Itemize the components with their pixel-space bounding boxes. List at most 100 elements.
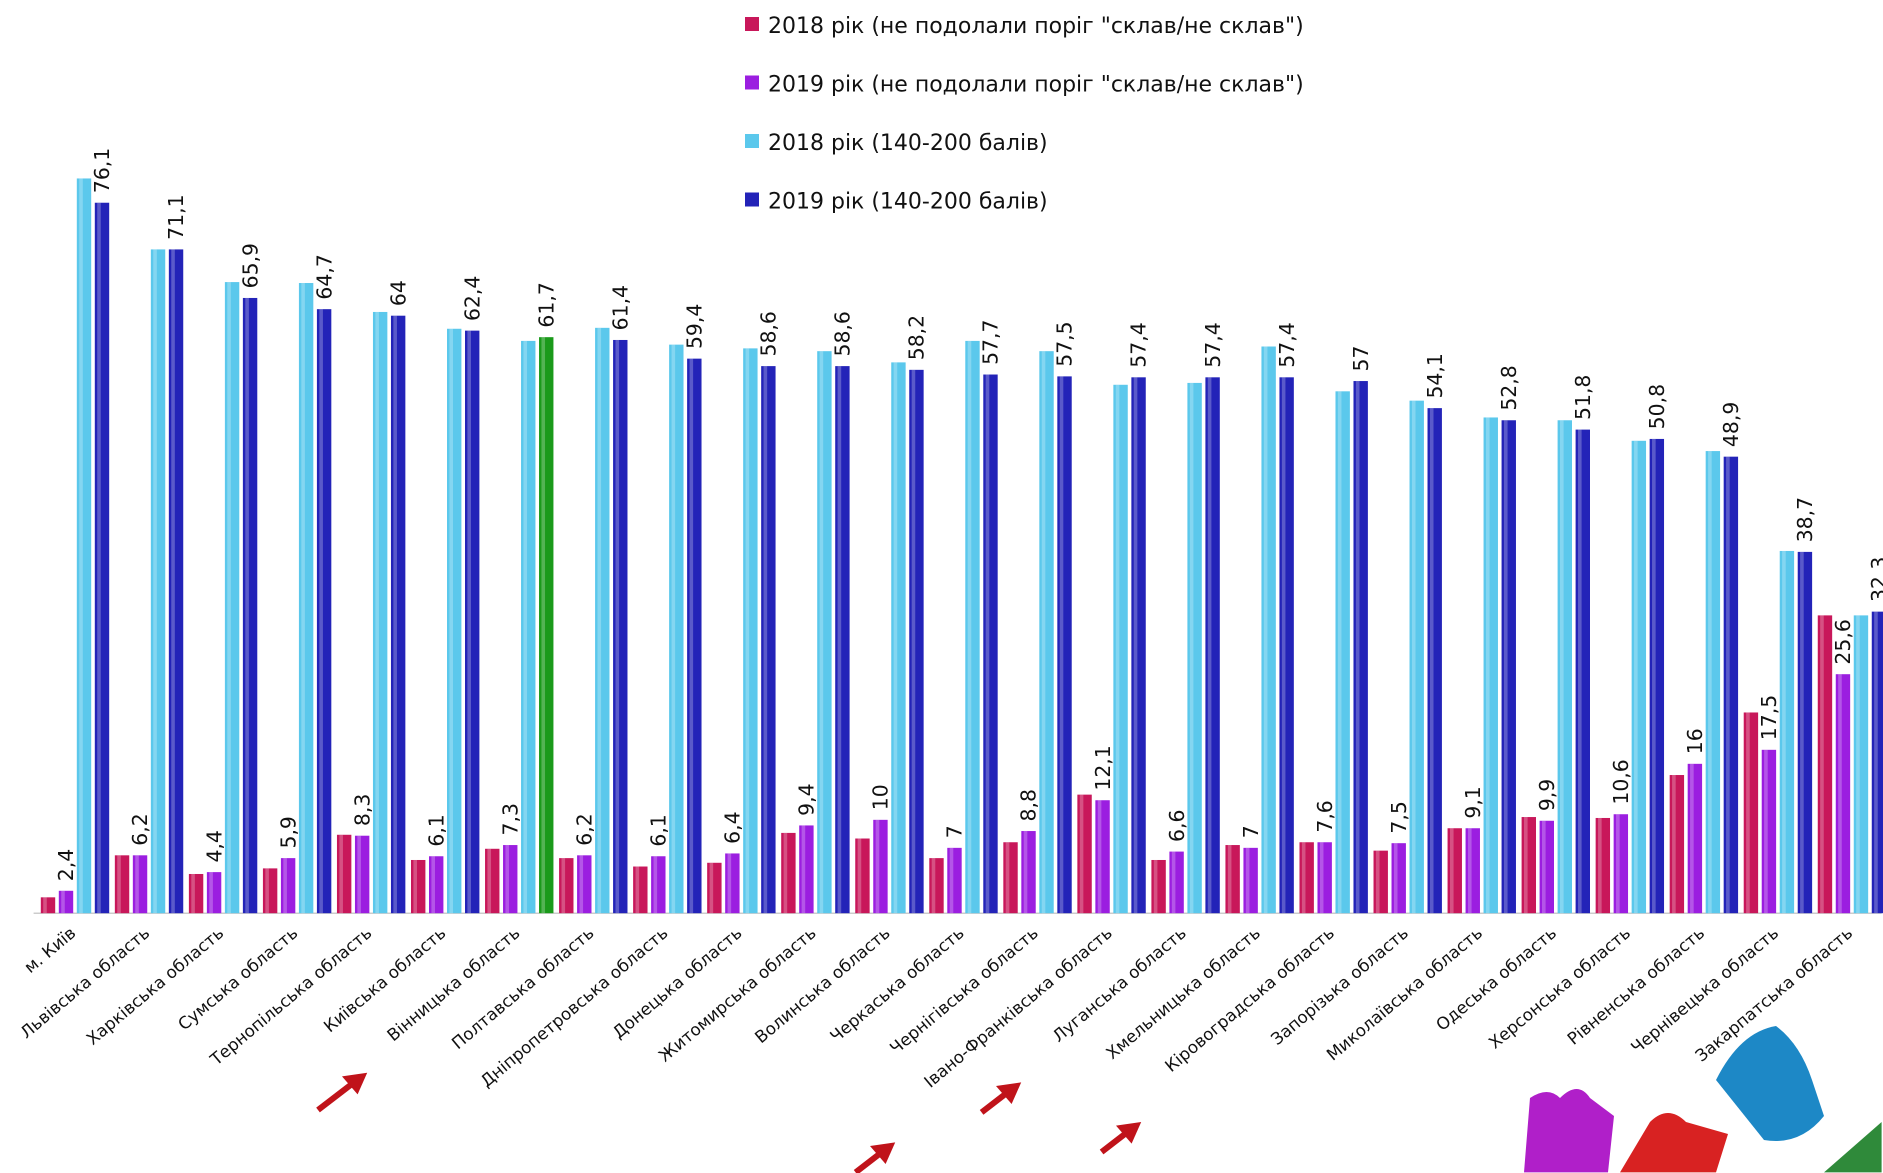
bar <box>1575 429 1591 914</box>
bar <box>1131 377 1146 914</box>
bar <box>1539 820 1555 914</box>
bar-shine <box>1227 845 1232 914</box>
bar-shine <box>579 855 584 914</box>
bar <box>1335 391 1350 914</box>
bar-shine <box>265 868 269 914</box>
bar-shine <box>1411 400 1416 914</box>
x-tick-label: Луганська область <box>1048 923 1190 1046</box>
bar <box>1113 384 1128 914</box>
bar-shine <box>245 297 249 914</box>
bar-shine <box>1856 615 1860 914</box>
bar-shine <box>1764 749 1768 914</box>
bar <box>94 202 110 914</box>
bar <box>1039 351 1054 914</box>
bar <box>1761 749 1777 914</box>
legend-label: 2018 рік (140-200 балів) <box>768 131 1048 156</box>
bar <box>1409 400 1424 914</box>
bar-shine <box>1059 376 1064 914</box>
bar <box>669 344 684 914</box>
bar <box>539 337 554 914</box>
value-label: 6,6 <box>1165 810 1189 842</box>
bar <box>855 838 870 914</box>
value-label: 9,1 <box>1461 786 1485 818</box>
bar <box>1649 438 1665 914</box>
bar <box>1427 408 1442 914</box>
bar <box>1871 611 1883 914</box>
value-label: 7,3 <box>498 803 522 835</box>
bar <box>1779 550 1795 914</box>
value-label: 48,9 <box>1719 402 1743 447</box>
value-label: 7,5 <box>1387 801 1411 833</box>
bar-shine <box>1263 346 1268 914</box>
legend-swatch <box>745 134 759 148</box>
value-label: 6,2 <box>572 813 596 845</box>
bar-shine <box>1652 438 1656 914</box>
value-label: 57 <box>1349 345 1373 371</box>
bar-shine <box>875 819 880 914</box>
bar-shine <box>1800 551 1804 914</box>
legend-label: 2018 рік (не подолали поріг "склав/не ск… <box>768 14 1304 39</box>
bar-shine <box>1746 712 1750 914</box>
bar <box>947 847 962 914</box>
bar <box>1705 451 1721 914</box>
bar-shine <box>1726 456 1730 914</box>
value-label: 9,4 <box>795 783 819 815</box>
bar-shine <box>1690 763 1694 914</box>
bar-shine <box>615 339 620 914</box>
x-tick-label: Чернігівська область <box>886 923 1042 1059</box>
bar <box>1243 847 1258 914</box>
x-tick-label: Київська область <box>320 923 450 1037</box>
bar <box>316 309 332 914</box>
bar-shine <box>597 327 602 914</box>
bar-shine <box>61 890 65 914</box>
bar <box>1057 376 1072 914</box>
value-label: 16 <box>1683 728 1707 754</box>
bar <box>1169 851 1184 914</box>
value-label: 57,4 <box>1201 322 1225 367</box>
bar <box>983 374 998 914</box>
bar-shine <box>689 358 694 914</box>
bar <box>891 362 906 914</box>
bar-shine <box>319 309 323 914</box>
bar-shine <box>1560 420 1564 914</box>
bar <box>1187 382 1202 914</box>
x-tick-label: Вінницька область <box>383 923 524 1046</box>
value-label: 61,4 <box>608 285 632 330</box>
bar <box>761 366 776 914</box>
bar <box>725 853 740 914</box>
bar-shine <box>1337 391 1342 914</box>
bar-shine <box>283 858 287 914</box>
bar-shine <box>1838 674 1842 914</box>
value-label: 7 <box>943 825 967 838</box>
value-label: 6,4 <box>721 811 745 843</box>
legend-label: 2019 рік (не подолали поріг "склав/не ск… <box>768 73 1304 98</box>
value-label: 2,4 <box>54 849 78 881</box>
bar <box>298 283 314 914</box>
bar <box>1817 615 1833 914</box>
bar-shine <box>967 340 972 914</box>
bar <box>429 856 444 914</box>
bar <box>242 297 258 914</box>
value-label: 6,2 <box>128 813 152 845</box>
bar <box>521 340 536 914</box>
bar-shine <box>819 351 824 914</box>
value-label: 17,5 <box>1757 695 1781 740</box>
bar-shine <box>1355 381 1360 914</box>
bar <box>1205 377 1220 914</box>
value-label: 10 <box>869 784 893 810</box>
bar-shine <box>1189 382 1194 914</box>
bar <box>168 249 184 914</box>
value-label: 25,6 <box>1831 619 1855 664</box>
value-label: 61,7 <box>534 282 558 327</box>
bar <box>817 351 832 914</box>
value-label: 54,1 <box>1423 353 1447 398</box>
legend: 2018 рік (не подолали поріг "склав/не ск… <box>745 14 1304 215</box>
value-label: 64,7 <box>312 254 336 299</box>
bar-shine <box>857 838 862 914</box>
bar <box>1483 417 1498 914</box>
bar <box>224 282 240 914</box>
bar <box>1669 775 1685 914</box>
value-label: 6,1 <box>647 814 671 846</box>
bar <box>40 897 56 914</box>
value-label: 52,8 <box>1497 365 1521 410</box>
